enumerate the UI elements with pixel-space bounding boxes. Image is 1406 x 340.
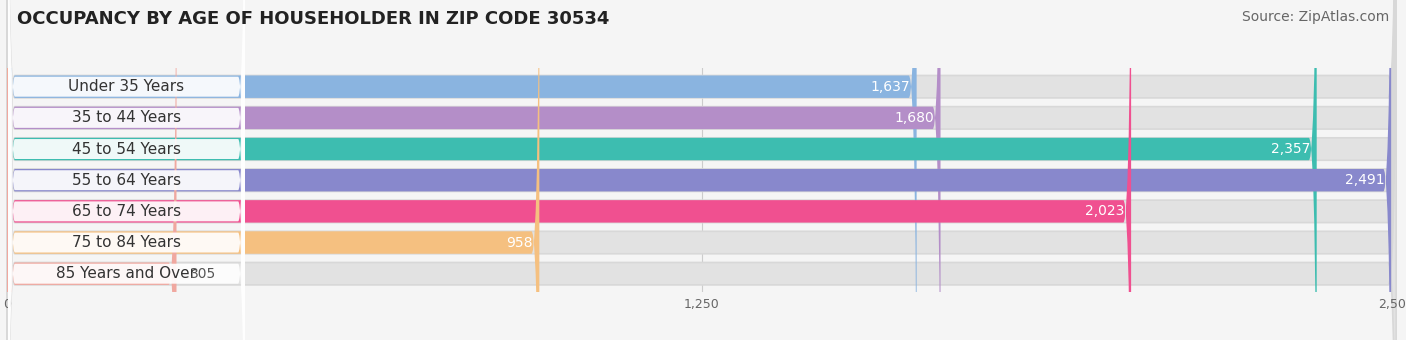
FancyBboxPatch shape xyxy=(7,0,1396,340)
FancyBboxPatch shape xyxy=(8,0,245,340)
FancyBboxPatch shape xyxy=(8,0,245,340)
Text: Under 35 Years: Under 35 Years xyxy=(69,79,184,94)
Text: 2,357: 2,357 xyxy=(1271,142,1310,156)
Text: 85 Years and Over: 85 Years and Over xyxy=(56,266,197,281)
FancyBboxPatch shape xyxy=(7,0,540,340)
Text: 1,637: 1,637 xyxy=(870,80,910,94)
FancyBboxPatch shape xyxy=(7,0,917,340)
FancyBboxPatch shape xyxy=(7,0,1391,340)
FancyBboxPatch shape xyxy=(8,0,245,340)
FancyBboxPatch shape xyxy=(7,0,1316,340)
Text: OCCUPANCY BY AGE OF HOUSEHOLDER IN ZIP CODE 30534: OCCUPANCY BY AGE OF HOUSEHOLDER IN ZIP C… xyxy=(17,10,609,28)
Text: 1,680: 1,680 xyxy=(894,111,934,125)
Text: 55 to 64 Years: 55 to 64 Years xyxy=(72,173,181,188)
Text: 35 to 44 Years: 35 to 44 Years xyxy=(72,110,181,125)
Text: 305: 305 xyxy=(190,267,217,281)
FancyBboxPatch shape xyxy=(8,0,245,340)
FancyBboxPatch shape xyxy=(7,0,1130,340)
FancyBboxPatch shape xyxy=(7,0,1396,340)
FancyBboxPatch shape xyxy=(7,0,1396,340)
Text: 45 to 54 Years: 45 to 54 Years xyxy=(72,141,181,156)
Text: 2,023: 2,023 xyxy=(1085,204,1125,218)
FancyBboxPatch shape xyxy=(7,0,177,340)
Text: 2,491: 2,491 xyxy=(1346,173,1385,187)
FancyBboxPatch shape xyxy=(7,0,1396,340)
FancyBboxPatch shape xyxy=(8,0,245,340)
FancyBboxPatch shape xyxy=(8,0,245,340)
FancyBboxPatch shape xyxy=(8,0,245,340)
FancyBboxPatch shape xyxy=(7,0,1396,340)
FancyBboxPatch shape xyxy=(7,0,941,340)
Text: Source: ZipAtlas.com: Source: ZipAtlas.com xyxy=(1241,10,1389,24)
Text: 75 to 84 Years: 75 to 84 Years xyxy=(72,235,181,250)
FancyBboxPatch shape xyxy=(7,0,1396,340)
Text: 958: 958 xyxy=(506,236,533,250)
Text: 65 to 74 Years: 65 to 74 Years xyxy=(72,204,181,219)
FancyBboxPatch shape xyxy=(7,0,1396,340)
